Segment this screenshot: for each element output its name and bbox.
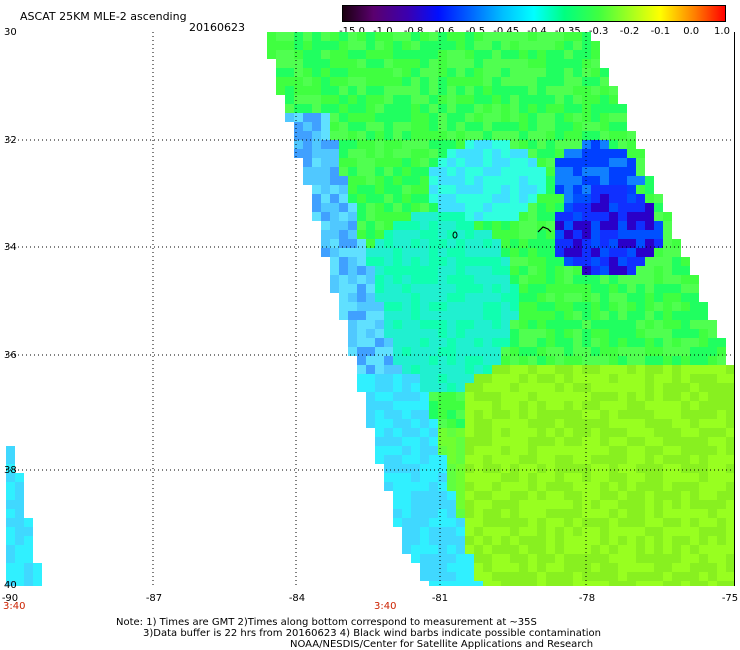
colorbar-label: -0.45 — [493, 26, 520, 37]
x-tick-90: -90 — [1, 593, 19, 604]
time-label-left: 3:40 — [3, 601, 26, 612]
y-tick-36: 36 — [4, 350, 17, 361]
colorbar-label: -0.3 — [588, 26, 609, 37]
product-title: ASCAT 25KM MLE-2 ascending — [20, 10, 187, 23]
swath-map — [6, 32, 734, 586]
colorbar-label: -0.5 — [465, 26, 486, 37]
note-line-3: NOAA/NESDIS/Center for Satellite Applica… — [290, 639, 594, 650]
y-tick-40: 40 — [4, 580, 17, 591]
colorbar-label: 0.0 — [683, 26, 700, 37]
colorbar-label: -0.2 — [619, 26, 640, 37]
y-tick-32: 32 — [4, 135, 17, 146]
colorbar-label: -0.35 — [554, 26, 581, 37]
colorbar-label: -15.0 — [339, 26, 365, 37]
x-tick-84: -84 — [288, 593, 306, 604]
note-line-2: 3)Data buffer is 22 hrs from 20160623 4)… — [143, 628, 601, 639]
x-tick-81: -81 — [431, 593, 449, 604]
note-line-1: Note: 1) Times are GMT 2)Times along bot… — [116, 617, 537, 628]
y-tick-34: 34 — [4, 242, 17, 253]
colorbar-label: -0.6 — [434, 26, 455, 37]
swath-cells — [6, 32, 734, 586]
product-date: 20160623 — [189, 21, 245, 34]
x-tick-87: -87 — [145, 593, 163, 604]
x-tick-78: -78 — [578, 593, 596, 604]
map-plot — [6, 32, 735, 586]
x-tick-75: -75 — [721, 593, 739, 604]
y-tick-30: 30 — [4, 27, 17, 38]
y-tick-38: 38 — [4, 465, 17, 476]
colorbar-label: -1.0 — [373, 26, 393, 37]
colorbar-label: 1.0 — [714, 26, 730, 37]
colorbar — [342, 5, 726, 22]
colorbar-label: -0.4 — [527, 26, 547, 37]
time-label-center: 3:40 — [374, 601, 397, 612]
colorbar-label: -0.8 — [403, 26, 424, 37]
colorbar-label: -0.1 — [650, 26, 671, 37]
grid-lines — [6, 32, 734, 586]
